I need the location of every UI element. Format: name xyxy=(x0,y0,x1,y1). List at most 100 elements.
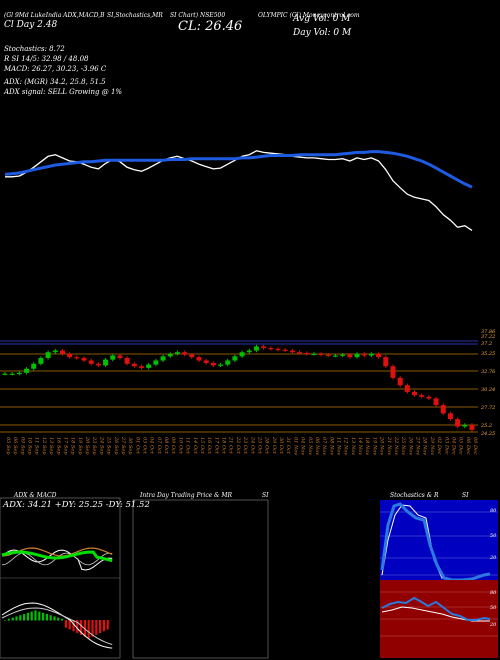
candle-body xyxy=(2,373,8,375)
macd-histogram-bar xyxy=(30,611,33,621)
candle-body xyxy=(124,357,130,364)
date-axis-label: 27 Nov xyxy=(415,436,421,455)
date-axis-label: 23 Sep xyxy=(91,436,97,455)
mrsi-line xyxy=(381,596,491,621)
macd-histogram-bar xyxy=(19,615,22,621)
date-axis-label: 29 Oct xyxy=(271,436,277,455)
candle-body xyxy=(131,363,137,367)
candle-body xyxy=(103,359,109,366)
rsi-label: R SI 14/5: 32.98 / 48.08 xyxy=(4,55,89,63)
date-axis-label: 22 Nov xyxy=(393,436,399,455)
date-axis-label: 08 Nov xyxy=(328,437,334,455)
intraday-panel-title: Intra Day Trading Price & MR xyxy=(140,492,233,499)
candle-body xyxy=(218,364,224,366)
candle-body xyxy=(419,395,425,397)
date-axis-label: 05 Nov xyxy=(307,437,313,455)
candle-body xyxy=(246,350,252,353)
date-axis-label: 02 Dec xyxy=(436,437,442,455)
price-axis-label: 25.2 xyxy=(480,423,492,429)
macd-histogram-bar xyxy=(106,620,109,630)
stochastics-axis-label: 80 xyxy=(490,508,497,514)
candle-body xyxy=(74,357,80,359)
date-axis-label: 25 Sep xyxy=(106,436,112,455)
macd-histogram-bar xyxy=(80,620,83,635)
macd-histogram-bar xyxy=(61,618,64,621)
candle-body xyxy=(282,349,288,351)
price-axis-label: 37.86 xyxy=(481,329,496,335)
stoch-panel-si: SI xyxy=(462,492,469,499)
candle-body xyxy=(167,353,173,357)
candle-body xyxy=(24,368,30,373)
adx-line xyxy=(1,549,113,571)
candle-body xyxy=(455,419,461,427)
date-axis-label: 30 Oct xyxy=(278,437,284,455)
macd-label: MACD: 26.27, 30.23, -3.96 C xyxy=(4,65,107,73)
date-axis-label: 09 Oct xyxy=(170,437,176,455)
macd-histogram-bar xyxy=(38,611,41,621)
candle-body xyxy=(189,354,195,358)
candle-body xyxy=(404,385,410,392)
stochastics-axis-label: 50 xyxy=(490,533,497,539)
header-line1: (Gl 9Md LukeIndia ADX,MACD,B xyxy=(4,12,105,19)
date-axis-label: 13 Nov xyxy=(350,437,356,455)
candle-body xyxy=(354,353,360,358)
candle-body xyxy=(203,360,209,363)
date-axis-label: 25 Oct xyxy=(256,436,262,455)
candle-body xyxy=(253,346,259,351)
macd-histogram-bar xyxy=(45,614,48,621)
intraday-panel-si: SI xyxy=(262,492,269,499)
date-axis-label: 18 Sep xyxy=(70,437,76,455)
date-axis-label: 11 Sep xyxy=(34,437,40,455)
candle-body xyxy=(232,356,238,361)
candle-body xyxy=(81,357,87,361)
adx-line-2 xyxy=(1,552,113,566)
rsi-axis-label: 80 xyxy=(490,590,497,596)
candle-body xyxy=(225,360,231,365)
adx-signal-label: ADX signal: SELL Growing @ 1% xyxy=(4,88,123,96)
candle-body xyxy=(117,355,123,358)
candle-body xyxy=(110,355,116,360)
rsi-axis-label: 50 xyxy=(490,605,497,611)
candle-body xyxy=(397,377,403,386)
date-axis-label: 28 Oct xyxy=(264,436,270,455)
macd-histogram-bar xyxy=(83,620,86,637)
candle-body xyxy=(376,353,382,358)
date-axis-label: 17 Sep xyxy=(62,437,68,455)
price-axis-label: 27.72 xyxy=(480,405,495,411)
macd-histogram-bar xyxy=(7,618,10,621)
date-axis-label: 26 Sep xyxy=(113,436,119,455)
macd-histogram-bar xyxy=(26,612,29,621)
date-axis-label: 19 Nov xyxy=(371,437,377,455)
candle-body xyxy=(59,350,65,354)
plus-di-line xyxy=(1,550,113,563)
date-axis-label: 20 Sep xyxy=(84,436,90,455)
date-axis-label: 01 Oct xyxy=(134,437,140,455)
avg-volume-label: Avg Vol: 0 M xyxy=(293,14,351,24)
candle-body xyxy=(45,352,51,358)
macd-histogram-bar xyxy=(91,620,94,637)
date-axis-label: 18 Oct xyxy=(221,437,227,455)
candle-body xyxy=(361,353,367,356)
header-day-change: Cl Day 2.48 xyxy=(4,20,58,30)
date-axis-label: 13 Sep xyxy=(48,437,54,455)
date-axis-label: 12 Nov xyxy=(343,437,349,455)
candle-body xyxy=(9,373,15,375)
series-line-ema xyxy=(4,150,473,189)
date-axis-label: 28 Nov xyxy=(422,436,428,455)
date-axis-label: 21 Nov xyxy=(386,436,392,455)
macd-histogram-bar xyxy=(64,620,67,628)
macd-histogram-bar xyxy=(95,620,98,635)
day-volume-label: Day Vol: 0 M xyxy=(293,28,352,38)
macd-histogram-bar xyxy=(23,614,26,621)
candle-body xyxy=(390,366,396,378)
stochastics-axis-label: 20 xyxy=(489,555,497,561)
macd-histogram-bar xyxy=(49,615,52,621)
header-line1b: SI,Stochastics,MR xyxy=(107,12,163,19)
candle-body xyxy=(153,360,159,365)
header-line1c: SI Chart) NSE500 xyxy=(170,12,226,19)
date-axis-label: 04 Dec xyxy=(450,437,456,455)
date-axis-label: 17 Oct xyxy=(213,437,219,455)
macd-histogram-bar xyxy=(87,620,90,639)
candle-body xyxy=(38,357,44,364)
adx-panel-frame xyxy=(0,497,121,659)
